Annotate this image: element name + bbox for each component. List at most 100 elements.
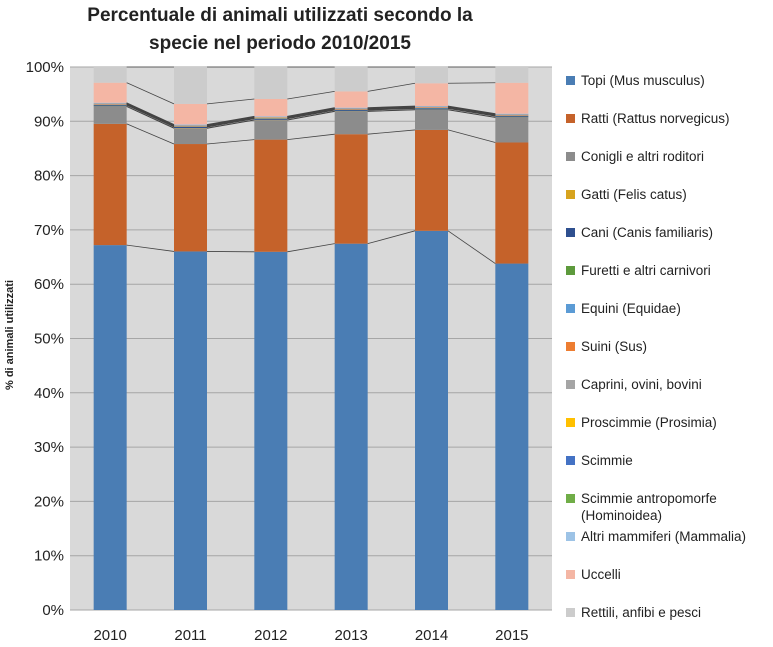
legend-label: Scimmie antropomorfe (Hominoidea) (581, 491, 717, 523)
bar-segment (334, 110, 368, 112)
legend-label: Altri mammiferi (Mammalia) (581, 529, 746, 544)
series-line (287, 107, 335, 117)
y-tick-label: 70% (34, 222, 64, 239)
bar-segment (174, 144, 207, 252)
series-line (367, 107, 416, 110)
series-line (126, 123, 175, 145)
series-line (287, 107, 335, 118)
series-line (287, 243, 335, 253)
series-line (447, 107, 496, 116)
bar-segment (415, 109, 448, 130)
bar-segment (254, 120, 288, 140)
bar-segment (495, 117, 529, 143)
legend-item: Uccelli (566, 566, 766, 583)
series-line (206, 139, 255, 145)
bar-segment (415, 67, 448, 84)
bar-segment (93, 82, 127, 103)
legend-item: Furetti e altri carnivori (566, 262, 766, 279)
legend-swatch (566, 266, 575, 275)
legend-item: Altri mammiferi (Mammalia) (566, 528, 766, 545)
bar-segment (495, 82, 529, 114)
legend-label: Ratti (Rattus norvegicus) (581, 111, 730, 126)
bar-segment (415, 230, 448, 610)
bar-segment (334, 67, 368, 92)
y-tick-label: 90% (34, 113, 64, 130)
series-line (367, 109, 416, 112)
series-line (367, 106, 416, 109)
legend-swatch (566, 114, 575, 123)
series-line (287, 109, 335, 119)
bar-segment (254, 251, 288, 611)
series-line (126, 102, 175, 125)
bar-segment (415, 83, 448, 107)
bar-segment (415, 106, 448, 108)
legend-label: Proscimmie (Prosimia) (581, 415, 717, 430)
legend-item: Suini (Sus) (566, 338, 766, 355)
bar-segment (174, 251, 207, 611)
series-line (367, 129, 416, 135)
bar-segment (93, 123, 127, 246)
bar-segment (334, 111, 368, 135)
bar-segment (495, 67, 529, 83)
series-line (206, 115, 255, 125)
legend-label: Gatti (Felis catus) (581, 187, 687, 202)
bar-segment (334, 108, 368, 109)
series-line (447, 129, 496, 143)
bar-segment (334, 108, 368, 110)
series-line (206, 117, 255, 127)
bar-segment (174, 125, 207, 126)
series-line (447, 82, 496, 84)
bar-segment (495, 263, 529, 610)
series-line (367, 230, 416, 245)
y-tick-label: 10% (34, 548, 64, 565)
legend-swatch (566, 570, 575, 579)
series-line (287, 110, 335, 121)
series-line (447, 107, 496, 116)
legend-swatch (566, 608, 575, 617)
series-line (206, 98, 255, 105)
x-tick-label: 2011 (174, 627, 206, 644)
series-line (126, 105, 175, 129)
legend-swatch (566, 152, 575, 161)
legend-item: Cani (Canis familiaris) (566, 224, 766, 241)
legend-item: Gatti (Felis catus) (566, 186, 766, 203)
legend-swatch (566, 76, 575, 85)
legend-item: Topi (Mus musculus) (566, 72, 766, 89)
chart-title-line-2: specie nel periodo 2010/2015 (149, 33, 411, 54)
bar-segment (415, 129, 448, 231)
legend-label: Topi (Mus musculus) (581, 73, 705, 88)
legend-label: Caprini, ovini, bovini (581, 377, 702, 392)
legend-swatch (566, 228, 575, 237)
legend-swatch (566, 418, 575, 427)
series-line (447, 230, 496, 264)
bar-segment (334, 243, 368, 610)
bar-segment (495, 114, 529, 116)
legend-label: Conigli e altri roditori (581, 149, 705, 164)
y-tick-label: 80% (34, 168, 64, 185)
legend-label: Suini (Sus) (581, 339, 648, 354)
bar-segment (495, 142, 529, 264)
bar-segment (254, 139, 288, 252)
bar-segment (93, 67, 127, 83)
legend-item: Scimmie antropomorfe (Hominoidea) (566, 490, 766, 524)
legend-item: Equini (Equidae) (566, 300, 766, 317)
legend-swatch (566, 380, 575, 389)
legend-item: Ratti (Rattus norvegicus) (566, 110, 766, 127)
series-line (447, 109, 496, 118)
bar-segment (174, 67, 207, 104)
legend-label: Cani (Canis familiaris) (581, 225, 714, 240)
bar-segment (93, 105, 127, 107)
bar-segment (254, 118, 288, 120)
series-line (206, 119, 255, 129)
chart-title: Percentuale di animali utilizzati second… (40, 2, 520, 58)
bar-segment (334, 91, 368, 108)
y-tick-label: 60% (34, 276, 64, 293)
legend-swatch (566, 342, 575, 351)
x-tick-label: 2010 (93, 627, 126, 644)
bar-segment (334, 134, 368, 244)
bar-segment (415, 108, 448, 110)
series-line (206, 117, 255, 127)
legend-label: Uccelli (581, 567, 621, 582)
series-line (126, 103, 175, 127)
